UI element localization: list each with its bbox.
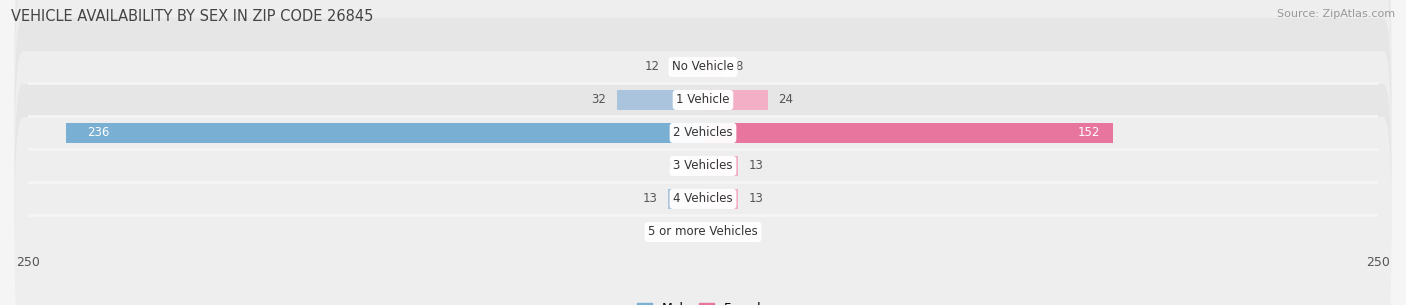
FancyBboxPatch shape bbox=[14, 0, 1392, 215]
FancyBboxPatch shape bbox=[14, 0, 1392, 182]
Text: 32: 32 bbox=[591, 93, 606, 106]
Text: 2 Vehicles: 2 Vehicles bbox=[673, 127, 733, 139]
Text: 13: 13 bbox=[643, 192, 657, 206]
Bar bbox=[703, 123, 1114, 143]
Legend: Male, Female: Male, Female bbox=[631, 297, 775, 305]
Text: 1 Vehicle: 1 Vehicle bbox=[676, 93, 730, 106]
Bar bbox=[686, 156, 703, 176]
Text: 24: 24 bbox=[779, 93, 793, 106]
Text: 152: 152 bbox=[1077, 127, 1099, 139]
Bar bbox=[617, 90, 703, 110]
Text: 4 Vehicles: 4 Vehicles bbox=[673, 192, 733, 206]
Bar bbox=[703, 189, 738, 209]
FancyBboxPatch shape bbox=[14, 18, 1392, 248]
Text: 236: 236 bbox=[87, 127, 110, 139]
Text: 13: 13 bbox=[749, 192, 763, 206]
Bar bbox=[66, 123, 703, 143]
Text: No Vehicle: No Vehicle bbox=[672, 60, 734, 74]
Text: 5 or more Vehicles: 5 or more Vehicles bbox=[648, 225, 758, 239]
Text: 13: 13 bbox=[749, 160, 763, 172]
Bar bbox=[703, 90, 768, 110]
Text: Source: ZipAtlas.com: Source: ZipAtlas.com bbox=[1277, 9, 1395, 19]
Text: 8: 8 bbox=[735, 60, 742, 74]
Text: 12: 12 bbox=[645, 60, 659, 74]
Text: 0: 0 bbox=[685, 225, 692, 239]
FancyBboxPatch shape bbox=[14, 84, 1392, 305]
Bar bbox=[671, 57, 703, 77]
Bar bbox=[668, 189, 703, 209]
Bar bbox=[703, 57, 724, 77]
FancyBboxPatch shape bbox=[14, 117, 1392, 305]
Text: 3 Vehicles: 3 Vehicles bbox=[673, 160, 733, 172]
Text: 0: 0 bbox=[714, 225, 721, 239]
Bar bbox=[703, 156, 738, 176]
Text: 6: 6 bbox=[668, 160, 676, 172]
FancyBboxPatch shape bbox=[14, 51, 1392, 281]
Text: VEHICLE AVAILABILITY BY SEX IN ZIP CODE 26845: VEHICLE AVAILABILITY BY SEX IN ZIP CODE … bbox=[11, 9, 374, 24]
